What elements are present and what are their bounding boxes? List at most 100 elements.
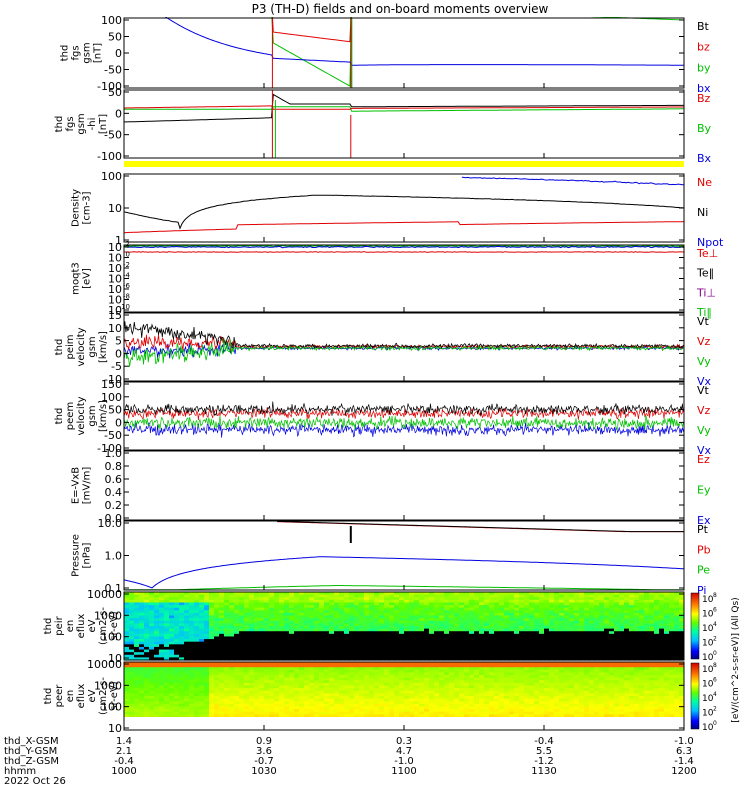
trace-pressure-pt bbox=[277, 520, 684, 533]
y-tick-label: 10 bbox=[108, 202, 122, 215]
orbit-label-name: thd_Y-GSM bbox=[4, 746, 57, 757]
orbit-label-value: -1.4 bbox=[674, 756, 694, 767]
y-axis-label: (cm2-s- bbox=[98, 677, 109, 715]
y-tick-label: -100 bbox=[97, 442, 122, 455]
trace-fgs-bx bbox=[164, 17, 684, 66]
y-axis-label: fgs bbox=[65, 116, 76, 131]
y-axis-label: [nPa] bbox=[82, 542, 93, 568]
orbit-label-name: thd_Z-GSM bbox=[4, 756, 59, 767]
y-tick-label: -10 bbox=[104, 373, 122, 386]
y-tick-exponent: 2 bbox=[126, 240, 130, 248]
colorbar-label: [eV/(cm^2-s-sr-eV)] (All Qs) bbox=[731, 597, 741, 722]
y-axis-label: eV bbox=[87, 619, 98, 632]
legend-Bz: Bz bbox=[697, 92, 711, 105]
orbit-label-value: -0.4 bbox=[114, 756, 134, 767]
y-tick-label: 0.0 bbox=[105, 512, 123, 525]
legend-by: by bbox=[697, 61, 711, 74]
colorbar-tick: 10 bbox=[702, 653, 714, 663]
y-tick-label: 10 bbox=[108, 252, 122, 265]
colorbar-tick-exponent: 4 bbox=[713, 691, 717, 698]
y-tick-label: 50 bbox=[108, 404, 122, 417]
y-tick-label: 1.0 bbox=[105, 447, 123, 460]
y-tick-label: 10000 bbox=[87, 658, 122, 671]
y-tick-label: 150 bbox=[101, 378, 122, 391]
legend-Ti⊥: Ti⊥ bbox=[696, 286, 716, 299]
y-tick-label: 100 bbox=[101, 14, 122, 27]
y-axis-label: thd bbox=[43, 618, 54, 635]
colorbar-tick: 10 bbox=[702, 709, 714, 719]
colorbar-tick: 10 bbox=[702, 595, 714, 605]
date-label: 2022 Oct 26 bbox=[4, 776, 66, 787]
y-axis-label: Density bbox=[71, 189, 82, 227]
colorbar-tick: 10 bbox=[702, 639, 714, 649]
orbit-label-value: 1.4 bbox=[116, 736, 132, 747]
y-axis-label: thd bbox=[43, 688, 54, 705]
y-tick-label: 10.0 bbox=[98, 517, 123, 530]
orbit-label-value: 3.6 bbox=[256, 746, 272, 757]
y-axis-label: (cm2-s- bbox=[98, 607, 109, 645]
y-axis-label: [km/s] bbox=[98, 331, 109, 363]
legend-Pe: Pe bbox=[697, 564, 710, 577]
y-axis-label: [nT] bbox=[93, 43, 104, 63]
y-tick-label: 15 bbox=[108, 309, 122, 322]
trace-peim-vt bbox=[124, 321, 684, 350]
y-tick-label: 10000 bbox=[87, 588, 122, 601]
colorbar-2 bbox=[690, 662, 700, 730]
colorbar-tick-exponent: 0 bbox=[713, 650, 717, 657]
spectrogram-peer bbox=[124, 662, 684, 717]
legend-Pi: Pi bbox=[697, 584, 706, 597]
y-tick-label: 1000 bbox=[94, 679, 122, 692]
y-tick-label: 10 bbox=[108, 322, 122, 335]
y-tick-label: -50 bbox=[104, 129, 122, 142]
y-axis-label: eV bbox=[87, 689, 98, 702]
y-axis-label: Pressure bbox=[71, 534, 82, 577]
y-tick-exponent: -10 bbox=[119, 303, 130, 311]
legend-Te⊥: Te⊥ bbox=[696, 247, 718, 260]
trace-density-ni bbox=[124, 194, 684, 230]
y-tick-label: 10 bbox=[108, 652, 122, 665]
legend-Ne: Ne bbox=[697, 176, 712, 189]
orbit-label-value: 2.1 bbox=[116, 746, 132, 757]
trace-fgs-by bbox=[271, 17, 684, 87]
legend-By: By bbox=[697, 122, 712, 135]
colorbar-tick-exponent: 8 bbox=[713, 592, 717, 599]
spectrogram-peir bbox=[124, 592, 684, 661]
trace-temp-ti-par bbox=[124, 244, 684, 248]
panel-frame-fgs bbox=[123, 17, 685, 89]
colorbar-1 bbox=[690, 592, 700, 660]
orbit-label-value: 1200 bbox=[671, 766, 696, 777]
orbit-label-value: 1030 bbox=[251, 766, 276, 777]
orbit-label-value: -1.2 bbox=[534, 756, 554, 767]
y-axis-label: gsm bbox=[87, 336, 98, 357]
y-axis-label: peir bbox=[54, 615, 65, 635]
y-tick-label: 0 bbox=[115, 47, 122, 60]
orbit-label-value: 1100 bbox=[391, 766, 416, 777]
legend-Vy: Vy bbox=[697, 424, 711, 437]
colorbar-tick-exponent: 0 bbox=[713, 720, 717, 727]
y-tick-label: 50 bbox=[108, 86, 122, 99]
legend-Ti‖: Ti‖ bbox=[696, 306, 712, 319]
y-axis-label: velocity bbox=[76, 396, 87, 435]
y-tick-label: -50 bbox=[104, 64, 122, 77]
y-axis-label: eflux bbox=[76, 684, 87, 709]
legend-Npot: Npot bbox=[697, 236, 724, 249]
y-tick-label: 0.2 bbox=[105, 499, 123, 512]
y-tick-label: 1000 bbox=[94, 609, 122, 622]
y-axis-label: gsm bbox=[87, 405, 98, 426]
trace-fgshi-bz bbox=[124, 105, 684, 110]
y-tick-label: 10 bbox=[108, 722, 122, 735]
orbit-label-value: 1130 bbox=[531, 766, 556, 777]
colorbar-tick: 10 bbox=[702, 610, 714, 620]
y-tick-label: 0 bbox=[115, 347, 122, 360]
legend-Bt: Bt bbox=[697, 20, 710, 33]
colorbar-tick: 10 bbox=[702, 624, 714, 634]
legend-Vy: Vy bbox=[697, 355, 711, 368]
legend-Ey: Ey bbox=[697, 484, 711, 497]
orbit-label-value: 0.3 bbox=[396, 736, 412, 747]
orbit-label-value: -0.7 bbox=[254, 756, 274, 767]
orbit-label-value: -1.0 bbox=[394, 756, 414, 767]
y-axis-label: peim bbox=[65, 334, 76, 359]
y-axis-label: peer bbox=[54, 684, 65, 708]
orbit-label-name: hhmm bbox=[4, 766, 36, 777]
orbit-label-value: 0.9 bbox=[256, 736, 272, 747]
